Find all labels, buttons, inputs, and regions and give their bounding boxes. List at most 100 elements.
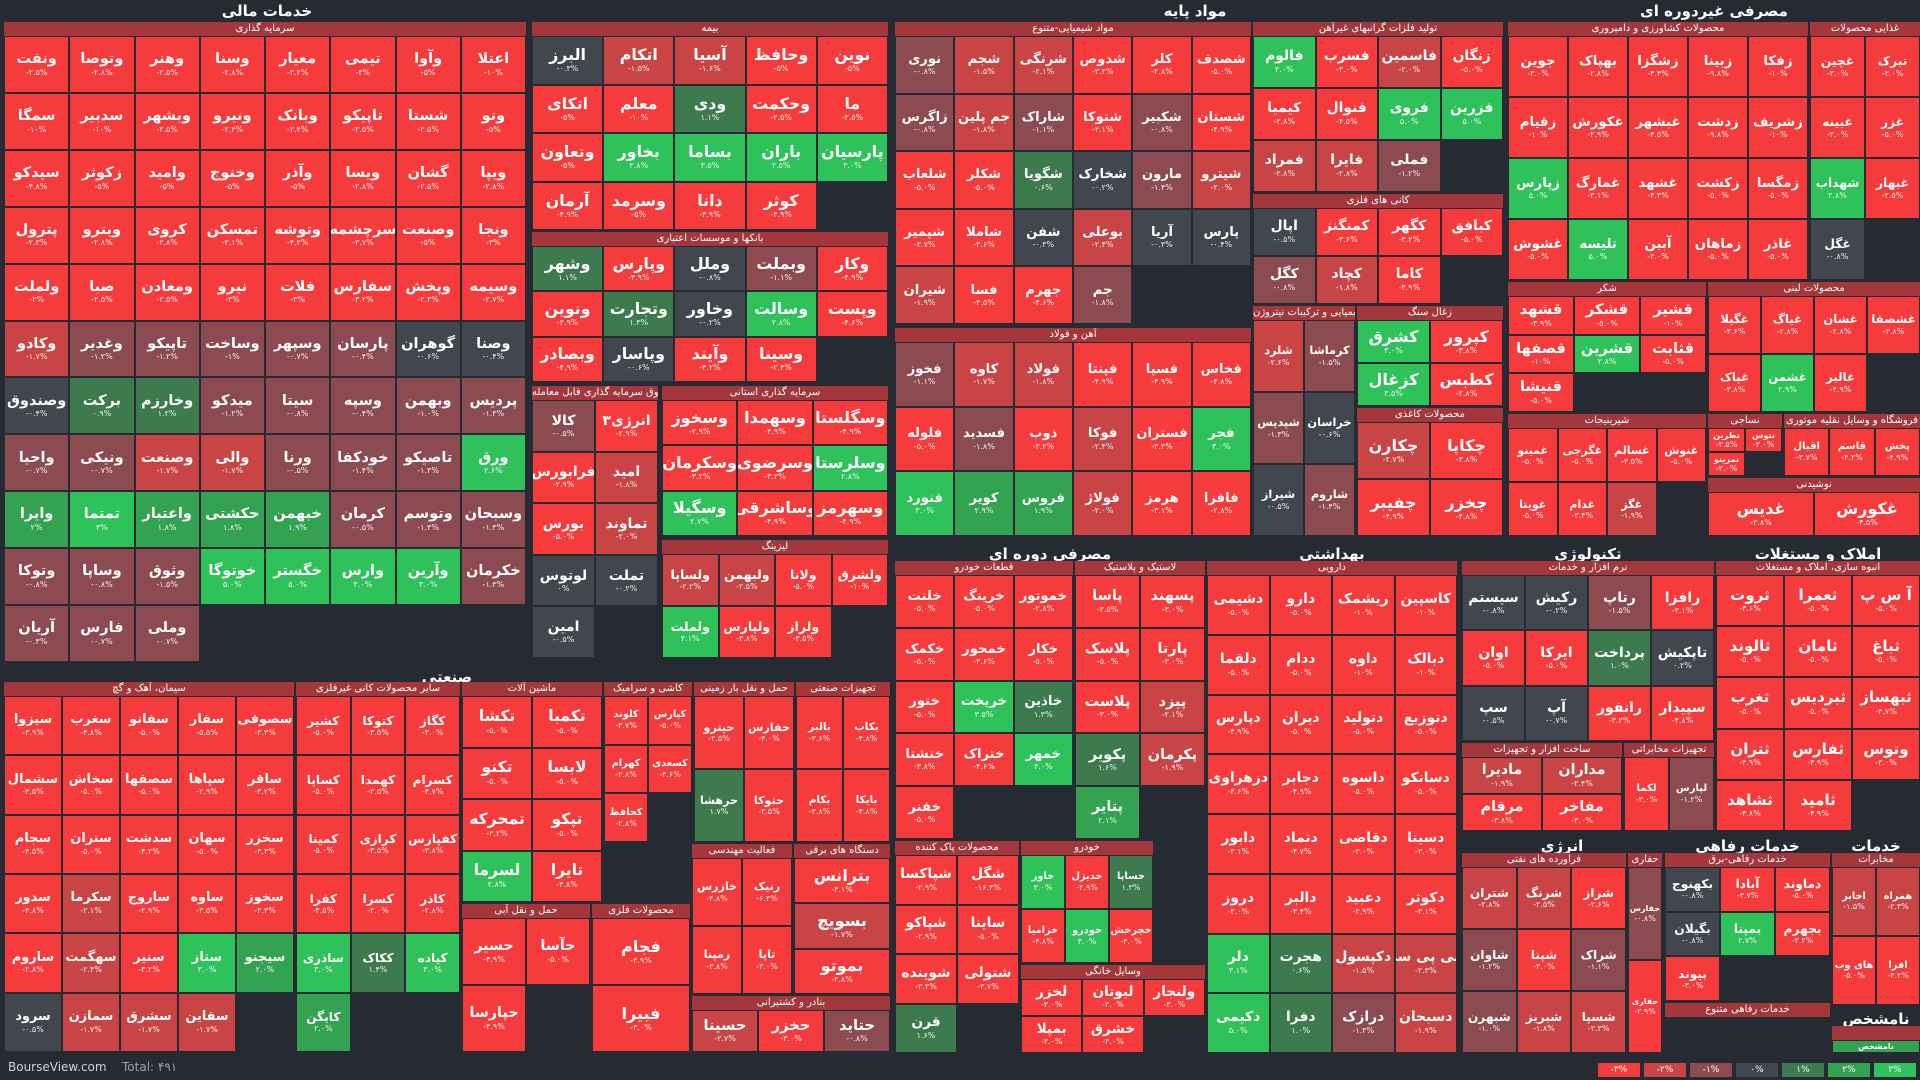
- stock-tile[interactable]: کزغال ۳.۵%: [1357, 363, 1430, 406]
- stock-tile[interactable]: غشمن ۲.۹%: [1761, 354, 1814, 412]
- stock-tile[interactable]: حفاری -۲.۹%: [1628, 960, 1662, 1053]
- stock-tile[interactable]: حآسا -۵.۰%: [526, 918, 590, 985]
- stock-tile[interactable]: چکاپا -۳.۸%: [1430, 422, 1503, 479]
- stock-tile[interactable]: کسرا -۳.۰%: [350, 873, 406, 934]
- stock-tile[interactable]: دتماد -۴.۷%: [1269, 814, 1332, 874]
- stock-tile[interactable]: وسیمه -۲.۷%: [460, 263, 526, 321]
- stock-tile[interactable]: گشان -۲.۵%: [395, 149, 461, 207]
- stock-tile[interactable]: لکما -۳.۰%: [1624, 757, 1669, 831]
- stock-tile[interactable]: لابسا -۵.۰%: [532, 747, 602, 799]
- stock-tile[interactable]: ساروج -۲.۹%: [120, 873, 178, 934]
- stock-tile[interactable]: شپدیس -۱.۳%: [1253, 392, 1304, 464]
- stock-tile[interactable]: ثفارس -۴.۹%: [1784, 728, 1852, 780]
- stock-tile[interactable]: سصوفی -۳.۳%: [236, 696, 294, 756]
- stock-tile[interactable]: شاوان -۱.۲%: [1462, 929, 1517, 991]
- stock-tile[interactable]: تاپا -۳.۰%: [742, 926, 792, 994]
- stock-tile[interactable]: سشرق -۱.۷%: [120, 992, 178, 1052]
- stock-tile[interactable]: سپ -۰.۵%: [1462, 685, 1525, 741]
- stock-tile[interactable]: سنیر -۳.۲%: [120, 933, 178, 993]
- stock-tile[interactable]: رنیک -۶.۳%: [742, 858, 792, 926]
- stock-tile[interactable]: امید -۱.۸%: [595, 451, 658, 504]
- stock-tile[interactable]: دتولید -۵.۰%: [1332, 694, 1395, 755]
- stock-tile[interactable]: وشهر ۱.۱%: [532, 246, 604, 292]
- stock-tile[interactable]: دانا -۴.۹%: [674, 181, 746, 230]
- stock-tile[interactable]: وسالت ۲.۸%: [745, 291, 817, 337]
- stock-tile[interactable]: ثغرب -۵.۰%: [1716, 677, 1784, 729]
- stock-tile[interactable]: وتوکا -۰.۸%: [4, 548, 70, 606]
- stock-tile[interactable]: وساخت -۱%: [199, 320, 265, 378]
- stock-tile[interactable]: شبهرن -۱.۰%: [1462, 991, 1517, 1053]
- stock-tile[interactable]: شتران -۲.۸%: [1462, 867, 1517, 929]
- stock-tile[interactable]: دجابر -۴.۹%: [1269, 754, 1332, 814]
- stock-tile[interactable]: زکشت -۵.۰%: [1688, 158, 1748, 219]
- stock-tile[interactable]: شراک -۱.۱%: [1571, 929, 1626, 991]
- stock-tile[interactable]: وخاور -۰.۲%: [674, 291, 746, 337]
- stock-tile[interactable]: شگویا ۰.۶%: [1013, 151, 1073, 209]
- stock-tile[interactable]: جم -۱.۸%: [1072, 266, 1133, 324]
- stock-tile[interactable]: دلر ۳.۱%: [1207, 933, 1270, 994]
- stock-tile[interactable]: ستاز ۳.۰%: [178, 933, 236, 993]
- stock-tile[interactable]: غبهار -۲.۵%: [1865, 158, 1920, 219]
- stock-tile[interactable]: پلاسک -۵.۰%: [1075, 627, 1140, 681]
- stock-tile[interactable]: ساروم -۲.۸%: [4, 933, 62, 993]
- stock-tile[interactable]: حرهشا ۱.۷%: [694, 769, 744, 842]
- stock-tile[interactable]: خمهر ۳.۰%: [1013, 733, 1073, 787]
- stock-tile[interactable]: وپارس -۴.۹%: [603, 246, 675, 292]
- stock-tile[interactable]: معیار -۳.۲%: [265, 36, 331, 93]
- stock-tile[interactable]: ورق ۲.۶%: [460, 434, 526, 492]
- stock-tile[interactable]: فلات -۳%: [265, 263, 331, 321]
- stock-tile[interactable]: ولراز -۳.۵%: [775, 606, 832, 658]
- stock-tile[interactable]: تماوند -۲.۰%: [595, 503, 658, 555]
- stock-tile[interactable]: کفپارس -۳.۸%: [405, 814, 460, 874]
- stock-tile[interactable]: شرنگی -۲.۱%: [1013, 36, 1073, 94]
- stock-tile[interactable]: تملت -۰.۲%: [595, 554, 658, 607]
- stock-tile[interactable]: وصندوق -۰.۴%: [4, 377, 70, 435]
- stock-tile[interactable]: قرن ۱.۶%: [895, 1003, 957, 1053]
- stock-tile[interactable]: پارسیان ۳.۰%: [816, 133, 888, 182]
- stock-tile[interactable]: بخاور ۲.۸%: [603, 133, 675, 182]
- stock-tile[interactable]: خرینگ -۵.۰%: [954, 575, 1014, 628]
- stock-tile[interactable]: غگز -۱.۹%: [1607, 482, 1657, 536]
- stock-tile[interactable]: سفارس -۳.۲%: [330, 263, 396, 321]
- stock-tile[interactable]: کساپا -۵.۰%: [296, 755, 351, 815]
- stock-tile[interactable]: فزرین ۵.۰%: [1440, 88, 1503, 140]
- stock-tile[interactable]: ساینا -۵.۰%: [957, 904, 1019, 954]
- stock-tile[interactable]: ولنجار -۳.۰%: [1143, 979, 1205, 1016]
- stock-tile[interactable]: حیترو -۲.۵%: [694, 696, 744, 769]
- stock-tile[interactable]: قشهد -۳.۹%: [1508, 296, 1574, 335]
- stock-tile[interactable]: سیزوا -۳.۹%: [4, 696, 62, 756]
- stock-tile[interactable]: پارس -۰.۴%: [1191, 208, 1251, 267]
- stock-tile[interactable]: خشرق -۳.۰%: [1082, 1016, 1144, 1053]
- stock-tile[interactable]: فستران -۳.۲%: [1132, 406, 1192, 472]
- stock-tile[interactable]: زبینا -۹.۸%: [1688, 36, 1748, 97]
- stock-tile[interactable]: کشرق ۳.۰%: [1357, 320, 1430, 363]
- stock-tile[interactable]: مارون -۱.۴%: [1132, 151, 1192, 209]
- stock-tile[interactable]: همراه -۲.۳%: [1876, 867, 1920, 936]
- stock-tile[interactable]: پسهند -۳.۰%: [1140, 575, 1205, 628]
- stock-tile[interactable]: نوین -۵%: [816, 36, 888, 85]
- stock-tile[interactable]: برکت ۰.۹%: [69, 377, 135, 435]
- stock-tile[interactable]: حتاید -۰.۸%: [824, 1010, 890, 1052]
- stock-tile[interactable]: معلم -۱۰%: [603, 84, 675, 133]
- stock-tile[interactable]: سخوز -۳.۳%: [236, 873, 294, 934]
- stock-tile[interactable]: ثامان -۵.۰%: [1784, 626, 1852, 678]
- stock-tile[interactable]: قاسم -۴.۲%: [1829, 428, 1875, 476]
- stock-tile[interactable]: ثامید -۴.۹%: [1784, 779, 1852, 831]
- stock-tile[interactable]: وساپا -۰.۸%: [69, 548, 135, 606]
- stock-tile[interactable]: تایرا -۴.۸%: [532, 850, 602, 902]
- stock-tile[interactable]: خوتوگا ۵.۰%: [199, 548, 265, 606]
- stock-tile[interactable]: البرز -۰.۳%: [532, 36, 604, 85]
- stock-tile[interactable]: وسپه -۰.۴%: [330, 377, 396, 435]
- stock-tile[interactable]: تمحرکه -۳.۲%: [462, 799, 532, 851]
- stock-tile[interactable]: فروی ۵.۰%: [1378, 88, 1441, 140]
- stock-tile[interactable]: کیمیا -۲.۸%: [1253, 88, 1316, 140]
- stock-tile[interactable]: شفن -۰.۳%: [1013, 208, 1073, 267]
- stock-tile[interactable]: شستان -۴.۹%: [1191, 93, 1251, 152]
- stock-tile[interactable]: ولبهمن -۲.۵%: [718, 554, 775, 606]
- stock-tile[interactable]: فالوم ۳.۰%: [1253, 36, 1316, 88]
- stock-tile[interactable]: خکمک -۵.۰%: [895, 627, 955, 681]
- stock-tile[interactable]: وآوا -۵%: [395, 36, 461, 93]
- stock-tile[interactable]: شبریز -۱.۸%: [1516, 991, 1572, 1053]
- stock-tile[interactable]: فسا -۴.۵%: [954, 266, 1014, 324]
- stock-tile[interactable]: ثتران -۴.۹%: [1716, 728, 1784, 780]
